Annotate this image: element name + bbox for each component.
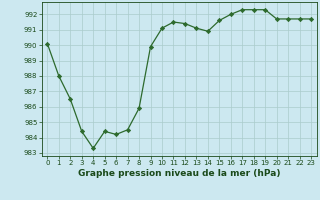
X-axis label: Graphe pression niveau de la mer (hPa): Graphe pression niveau de la mer (hPa) bbox=[78, 169, 280, 178]
